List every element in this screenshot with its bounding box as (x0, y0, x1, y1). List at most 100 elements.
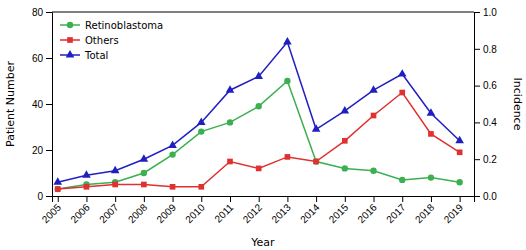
series-line (58, 42, 460, 182)
legend: Retinoblastoma Others Total (60, 20, 163, 61)
data-point (457, 149, 463, 155)
x-axis-tick: 2014 (298, 196, 322, 225)
tick-label: 2016 (355, 201, 379, 225)
y-axis-line (46, 13, 53, 197)
tick-label: 40 (32, 99, 44, 110)
tick-mark (201, 196, 202, 202)
legend-label: Others (85, 35, 119, 46)
y2-axis-tick: 0.0 (474, 191, 497, 202)
x-axis-tick: 2005 (40, 196, 64, 225)
tick-mark (46, 58, 52, 59)
legend-swatch-marker (67, 22, 73, 28)
data-point (428, 174, 434, 180)
tick-mark (259, 196, 260, 202)
tick-mark (287, 196, 288, 202)
data-point (170, 184, 176, 190)
x-axis-tick: 2007 (97, 196, 121, 225)
x-axis-line (53, 197, 475, 203)
data-point (283, 37, 292, 44)
y2-axis-tick: 0.6 (474, 80, 497, 91)
tick-mark (173, 196, 174, 202)
tick-mark (345, 196, 346, 202)
data-point (284, 78, 290, 84)
tick-mark (474, 12, 480, 13)
data-point (399, 90, 405, 96)
y2-axis-line (475, 13, 481, 197)
data-point (256, 166, 262, 172)
tick-mark (474, 49, 480, 50)
data-point (198, 128, 204, 134)
data-point (285, 154, 291, 160)
tick-mark (474, 122, 480, 123)
tick-mark (144, 196, 145, 202)
y2-axis-tick: 0.2 (474, 154, 497, 165)
data-point (55, 186, 61, 192)
x-axis-tick: 2017 (384, 196, 408, 225)
legend-item: Total (60, 50, 108, 61)
x-axis-tick: 2009 (155, 196, 179, 225)
tick-label: 2018 (413, 201, 437, 225)
tick-label: 0.2 (483, 154, 497, 165)
data-point (369, 85, 378, 92)
legend-item: Others (60, 35, 119, 46)
data-point (198, 184, 204, 190)
y-axis-tick: 40 (32, 99, 52, 110)
data-point (82, 170, 91, 177)
x-axis: 2005200620072008200920102011 201220132014… (40, 196, 475, 225)
x-axis-title: Year (250, 236, 275, 249)
y2-axis-tick: 0.8 (474, 44, 497, 55)
x-axis-tick: 2015 (327, 196, 351, 225)
y2-axis: 0.00.20.40.60.81.0 (474, 7, 497, 202)
data-point (112, 182, 118, 188)
tick-mark (46, 196, 52, 197)
tick-label: 0.0 (483, 191, 497, 202)
data-point (168, 140, 177, 147)
legend-swatch-marker (66, 50, 75, 57)
legend-label: Retinoblastoma (85, 20, 163, 31)
x-axis-tick: 2011 (212, 196, 235, 225)
tick-mark (374, 196, 375, 202)
data-point (254, 71, 263, 78)
tick-label: 2011 (212, 201, 235, 224)
tick-mark (316, 196, 317, 202)
data-point (313, 159, 319, 165)
data-point (227, 159, 233, 165)
plot-area (53, 37, 464, 192)
tick-label: 60 (32, 53, 44, 64)
x-axis-tick: 2010 (183, 196, 207, 225)
data-point (111, 166, 120, 173)
plot-frame (52, 12, 474, 13)
data-point (371, 113, 377, 119)
data-point (312, 124, 321, 131)
tick-label: 2019 (442, 201, 466, 225)
tick-label: 2012 (241, 201, 265, 225)
data-point (141, 182, 147, 188)
data-point (341, 106, 350, 113)
y-axis-tick: 0 (37, 191, 52, 202)
y2-axis-tick: 1.0 (474, 7, 497, 18)
tick-mark (115, 196, 116, 202)
tick-mark (402, 196, 403, 202)
tick-mark (474, 196, 480, 197)
tick-mark (46, 104, 52, 105)
tick-label: 0 (37, 191, 43, 202)
data-point (313, 158, 319, 164)
data-point (140, 154, 149, 161)
series-line (58, 93, 460, 190)
tick-label: 2013 (269, 201, 293, 225)
tick-label: 2006 (68, 201, 92, 225)
data-point (55, 186, 61, 192)
data-point (398, 69, 407, 76)
data-point (456, 179, 462, 185)
tick-label: 2008 (126, 201, 150, 225)
data-point (455, 136, 464, 143)
y-axis-title: Patient Number (4, 61, 17, 147)
x-axis-tick: 2006 (68, 196, 92, 225)
y-axis-tick: 80 (32, 7, 52, 18)
data-point (370, 168, 376, 174)
tick-label: 2007 (97, 201, 121, 225)
tick-mark (474, 159, 480, 160)
tick-label: 2009 (155, 201, 179, 225)
data-point (227, 119, 233, 125)
tick-label: 2010 (183, 201, 207, 225)
